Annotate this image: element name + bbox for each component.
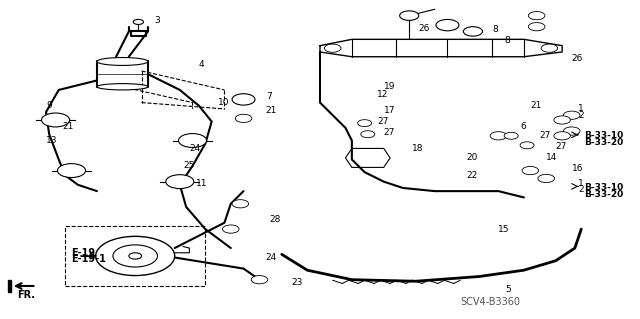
- Circle shape: [563, 127, 580, 135]
- Text: B-33-10: B-33-10: [584, 183, 624, 192]
- Circle shape: [232, 200, 248, 208]
- Circle shape: [436, 19, 459, 31]
- Text: 15: 15: [499, 225, 510, 234]
- Text: 21: 21: [266, 106, 277, 115]
- Circle shape: [529, 23, 545, 31]
- Circle shape: [522, 167, 539, 175]
- Circle shape: [42, 113, 70, 127]
- Text: 17: 17: [384, 106, 396, 115]
- Text: 27: 27: [384, 128, 395, 137]
- Circle shape: [538, 174, 554, 182]
- Text: 12: 12: [378, 90, 388, 99]
- Text: 16: 16: [572, 165, 583, 174]
- Circle shape: [113, 245, 157, 267]
- Text: 28: 28: [269, 215, 280, 224]
- Text: 23: 23: [291, 278, 303, 287]
- Text: 1: 1: [578, 179, 584, 188]
- Circle shape: [563, 111, 580, 119]
- Circle shape: [361, 131, 375, 138]
- Circle shape: [236, 114, 252, 122]
- Text: SCV4-B3360: SCV4-B3360: [460, 297, 520, 307]
- Circle shape: [251, 276, 268, 284]
- Text: B-33-20: B-33-20: [584, 190, 624, 199]
- Circle shape: [504, 132, 518, 139]
- Text: 27: 27: [540, 131, 551, 140]
- Text: 24: 24: [266, 253, 277, 262]
- Text: 19: 19: [384, 82, 396, 91]
- Circle shape: [541, 44, 557, 52]
- Circle shape: [520, 142, 534, 149]
- Text: 2: 2: [578, 111, 584, 120]
- Circle shape: [554, 132, 570, 140]
- Ellipse shape: [97, 57, 148, 65]
- Circle shape: [358, 120, 372, 127]
- Text: 14: 14: [546, 153, 557, 162]
- Text: 21: 21: [531, 101, 541, 110]
- Circle shape: [58, 164, 86, 178]
- Text: 8: 8: [492, 25, 498, 34]
- Text: 2: 2: [578, 185, 584, 194]
- Circle shape: [529, 11, 545, 20]
- Text: 4: 4: [199, 60, 205, 69]
- Circle shape: [232, 94, 255, 105]
- Text: 3: 3: [154, 16, 160, 25]
- Circle shape: [223, 225, 239, 233]
- Text: 9: 9: [46, 101, 52, 110]
- Text: 20: 20: [467, 153, 478, 162]
- Circle shape: [324, 44, 341, 52]
- Text: 24: 24: [189, 144, 200, 153]
- Text: 21: 21: [62, 122, 74, 131]
- Text: 27: 27: [556, 142, 567, 151]
- Text: 26: 26: [419, 24, 430, 33]
- Text: 11: 11: [196, 179, 207, 188]
- Text: B-33-10: B-33-10: [584, 131, 624, 140]
- Text: 27: 27: [378, 117, 388, 126]
- Circle shape: [166, 175, 194, 189]
- Text: 10: 10: [218, 98, 230, 107]
- Circle shape: [399, 11, 419, 20]
- Circle shape: [554, 116, 570, 124]
- Text: E-19: E-19: [72, 248, 95, 258]
- Circle shape: [96, 236, 175, 276]
- Circle shape: [133, 19, 143, 25]
- Text: 5: 5: [505, 285, 511, 294]
- Text: 18: 18: [412, 144, 424, 153]
- Text: B-33-20: B-33-20: [584, 137, 624, 147]
- Text: 13: 13: [46, 136, 58, 145]
- Circle shape: [463, 27, 483, 36]
- Text: 7: 7: [266, 92, 271, 101]
- Ellipse shape: [97, 84, 148, 90]
- Text: 26: 26: [572, 54, 583, 63]
- Polygon shape: [8, 280, 11, 292]
- Text: FR.: FR.: [17, 291, 35, 300]
- Text: 8: 8: [505, 36, 511, 45]
- Text: 6: 6: [521, 122, 527, 131]
- Text: E-19-1: E-19-1: [72, 254, 106, 264]
- Circle shape: [490, 132, 507, 140]
- Text: 1: 1: [578, 104, 584, 113]
- Text: 22: 22: [467, 171, 478, 180]
- Circle shape: [179, 134, 207, 147]
- Circle shape: [129, 253, 141, 259]
- Text: 25: 25: [183, 161, 195, 170]
